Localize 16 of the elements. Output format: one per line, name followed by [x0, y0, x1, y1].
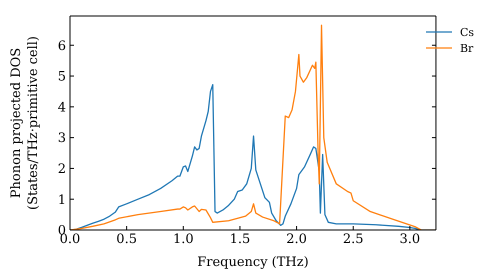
x-tick-label: 2.0	[286, 232, 307, 248]
legend-label: Cs	[460, 26, 474, 38]
y-tick-label: 2	[58, 162, 66, 178]
x-tick-label: 2.5	[342, 232, 364, 248]
x-tick-label: 0.5	[116, 232, 137, 248]
y-tick-label: 4	[58, 100, 66, 116]
y-axis-title: Phonon projected DOS (States/THz·primitive cell)	[9, 36, 41, 210]
legend-label: Br	[460, 42, 474, 54]
y-tick-label: 5	[58, 70, 66, 85]
x-tick-label: 1.5	[230, 232, 250, 248]
y-tick-label: 3	[58, 131, 66, 146]
y-tick-label: 6	[58, 38, 66, 54]
x-tick-label: 1.0	[172, 232, 194, 248]
y-tick-label: 1	[58, 192, 66, 208]
x-axis-title: Frequency (THz)	[197, 255, 309, 270]
x-tick-label: 3.0	[400, 232, 420, 248]
